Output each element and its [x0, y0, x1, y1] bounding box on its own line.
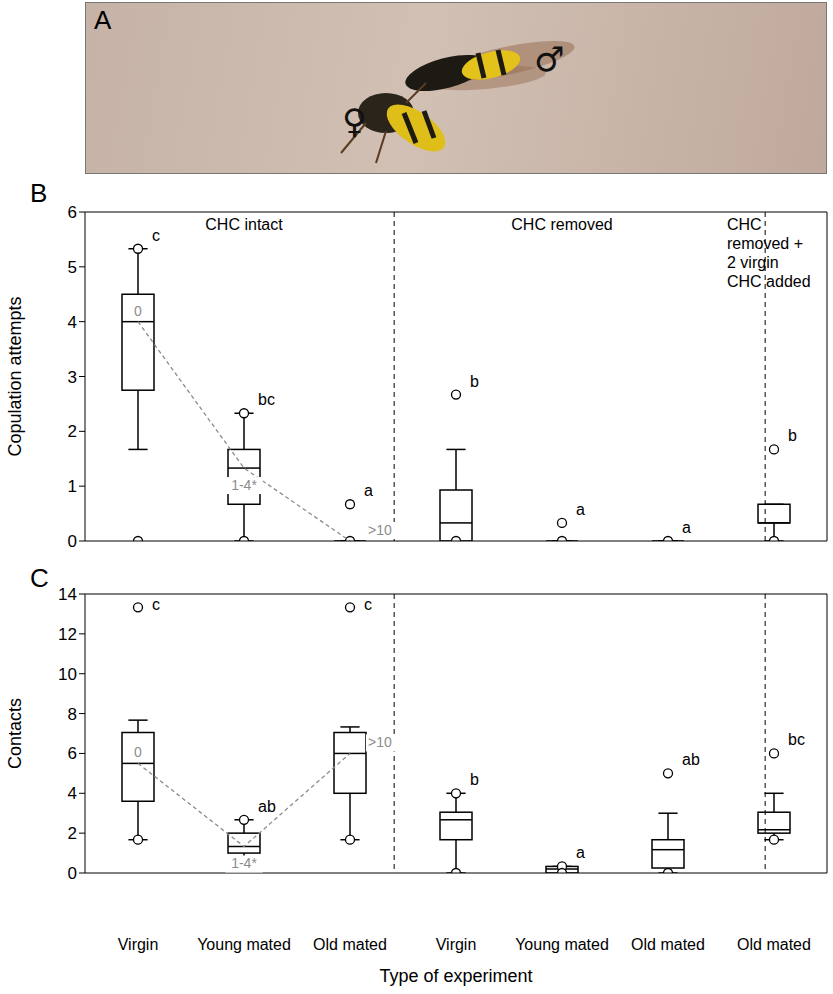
svg-text:a: a	[364, 482, 373, 499]
svg-text:8: 8	[68, 705, 77, 724]
html-text:CHC removed: CHC removed	[511, 216, 613, 233]
svg-text:Virgin: Virgin	[436, 936, 477, 953]
svg-text:bc: bc	[258, 391, 275, 408]
svg-text:0: 0	[68, 864, 77, 883]
svg-text:Old mated: Old mated	[631, 936, 705, 953]
svg-text:Copulation attempts: Copulation attempts	[5, 296, 25, 456]
svg-text:1-4*: 1-4*	[231, 477, 257, 493]
html-text:removed +: removed +	[727, 235, 803, 252]
html-text:2 virgin: 2 virgin	[727, 254, 779, 271]
svg-text:Virgin: Virgin	[118, 936, 159, 953]
svg-text:>10: >10	[368, 522, 392, 538]
svg-text:Contacts: Contacts	[5, 698, 25, 769]
html-text:CHC added: CHC added	[727, 273, 811, 290]
svg-text:6: 6	[68, 744, 77, 763]
svg-text:a: a	[576, 501, 585, 518]
svg-text:Young mated: Young mated	[515, 936, 609, 953]
svg-text:Type of experiment: Type of experiment	[379, 966, 532, 986]
svg-text:5: 5	[68, 258, 77, 277]
svg-text:12: 12	[58, 625, 77, 644]
svg-text:ab: ab	[258, 798, 276, 815]
svg-text:c: c	[364, 596, 372, 613]
svg-text:bc: bc	[788, 731, 805, 748]
svg-text:14: 14	[58, 585, 77, 604]
svg-text:b: b	[470, 771, 479, 788]
svg-text:Old mated: Old mated	[313, 936, 387, 953]
svg-text:>10: >10	[368, 734, 392, 750]
svg-text:c: c	[152, 227, 160, 244]
svg-text:ab: ab	[682, 751, 700, 768]
svg-text:2: 2	[68, 422, 77, 441]
svg-text:a: a	[682, 519, 691, 536]
html-text:CHC: CHC	[727, 216, 762, 233]
svg-text:6: 6	[68, 203, 77, 222]
html-text:C: C	[30, 563, 49, 593]
svg-text:0: 0	[68, 532, 77, 551]
svg-text:Young mated: Young mated	[197, 936, 291, 953]
svg-text:b: b	[470, 373, 479, 390]
svg-text:3: 3	[68, 368, 77, 387]
html-text:A: A	[94, 5, 112, 35]
svg-text:0: 0	[134, 303, 142, 319]
svg-text:a: a	[576, 844, 585, 861]
svg-text:10: 10	[58, 665, 77, 684]
html-text:CHC intact: CHC intact	[205, 216, 283, 233]
svg-text:4: 4	[68, 313, 77, 332]
svg-text:b: b	[788, 427, 797, 444]
svg-text:Old mated: Old mated	[737, 936, 811, 953]
svg-text:4: 4	[68, 784, 77, 803]
svg-text:c: c	[152, 596, 160, 613]
svg-text:2: 2	[68, 824, 77, 843]
html-text:B: B	[30, 178, 48, 208]
svg-text:1: 1	[68, 477, 77, 496]
svg-text:0: 0	[134, 744, 142, 760]
svg-text:1-4*: 1-4*	[231, 855, 257, 871]
